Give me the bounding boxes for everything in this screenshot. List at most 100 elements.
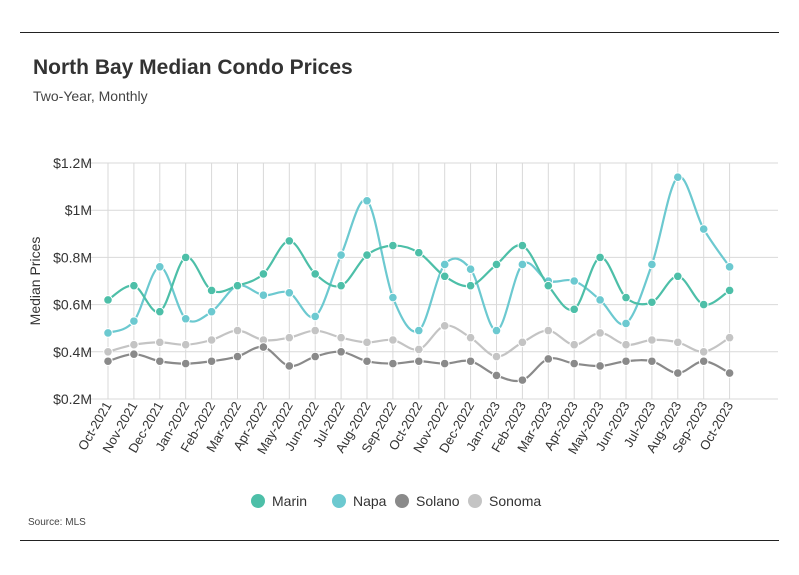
y-tick-label: $0.2M: [53, 391, 92, 407]
data-point-solano: [465, 356, 476, 367]
data-point-sonoma: [465, 332, 476, 343]
data-point-napa: [465, 264, 476, 275]
y-tick-label: $0.6M: [53, 297, 92, 313]
data-point-sonoma: [517, 337, 528, 348]
data-point-sonoma: [647, 335, 657, 345]
data-point-napa: [258, 290, 269, 300]
data-point-marin: [310, 269, 321, 279]
data-point-marin: [336, 280, 346, 291]
bottom-rule: [20, 540, 779, 541]
series-sonoma: [103, 321, 735, 362]
data-point-napa: [724, 262, 735, 272]
x-axis-ticks: Oct-2021Nov-2021Dec-2021Jan-2022Feb-2022…: [75, 399, 736, 457]
data-point-sonoma: [673, 337, 683, 348]
data-point-marin: [129, 280, 139, 291]
data-point-napa: [569, 276, 580, 286]
data-point-sonoma: [232, 325, 243, 336]
data-point-marin: [414, 247, 424, 258]
legend-item-sonoma: Sonoma: [468, 493, 541, 509]
data-point-solano: [129, 349, 139, 359]
data-point-marin: [543, 280, 554, 291]
series-marin: [103, 236, 735, 317]
legend: Marin Napa Solano Sonoma: [251, 493, 541, 509]
data-point-napa: [362, 195, 372, 206]
legend-swatch-marin: [251, 494, 265, 508]
data-point-sonoma: [414, 344, 424, 355]
data-point-solano: [595, 361, 605, 371]
data-point-sonoma: [206, 335, 217, 345]
data-point-napa: [491, 325, 502, 336]
data-point-solano: [569, 358, 580, 369]
top-rule: [20, 32, 779, 33]
chart-subtitle: Two-Year, Monthly: [33, 88, 148, 104]
data-point-solano: [206, 356, 217, 367]
data-point-sonoma: [362, 337, 372, 348]
data-point-sonoma: [491, 351, 502, 362]
data-point-marin: [517, 240, 528, 251]
data-point-marin: [232, 280, 243, 291]
data-point-napa: [206, 306, 217, 317]
data-point-napa: [595, 295, 605, 305]
data-point-napa: [647, 259, 657, 270]
data-point-marin: [388, 240, 398, 251]
data-point-sonoma: [698, 347, 709, 357]
data-point-solano: [621, 356, 631, 367]
data-point-solano: [232, 351, 243, 362]
data-point-marin: [103, 295, 113, 305]
y-axis-label: Median Prices: [27, 237, 43, 326]
data-point-marin: [362, 250, 372, 260]
data-point-marin: [647, 297, 657, 308]
legend-item-marin: Marin: [251, 493, 307, 509]
data-point-sonoma: [621, 339, 631, 350]
data-point-napa: [284, 288, 295, 298]
data-point-solano: [673, 368, 683, 378]
data-point-napa: [673, 172, 683, 182]
data-point-marin: [491, 259, 502, 270]
legend-swatch-sonoma: [468, 494, 482, 508]
series-solano: [103, 342, 735, 385]
data-point-solano: [414, 356, 424, 367]
data-point-marin: [673, 271, 683, 282]
source-note: Source: MLS: [28, 517, 86, 528]
data-point-napa: [336, 250, 346, 260]
data-point-napa: [180, 313, 191, 324]
data-point-napa: [310, 311, 321, 322]
y-tick-label: $1.2M: [53, 155, 92, 171]
data-point-solano: [103, 356, 113, 367]
data-point-solano: [155, 356, 165, 367]
data-point-sonoma: [569, 339, 580, 350]
legend-label-solano: Solano: [416, 493, 460, 509]
y-tick-label: $0.8M: [53, 249, 92, 265]
data-point-solano: [543, 354, 554, 364]
data-point-marin: [206, 285, 217, 296]
data-point-napa: [129, 316, 139, 326]
data-point-sonoma: [284, 332, 295, 343]
data-point-napa: [388, 292, 398, 303]
data-point-marin: [465, 280, 476, 291]
data-point-sonoma: [310, 325, 321, 336]
y-axis-ticks: $0.2M $0.4M $0.6M $0.8M $1M $1.2M: [53, 155, 92, 407]
data-point-sonoma: [336, 332, 346, 343]
data-point-napa: [517, 259, 528, 270]
data-point-sonoma: [724, 332, 735, 343]
data-point-napa: [439, 259, 450, 270]
data-point-solano: [310, 351, 321, 362]
data-point-sonoma: [388, 335, 398, 345]
data-point-solano: [647, 356, 657, 367]
data-point-marin: [698, 299, 709, 310]
data-point-solano: [698, 356, 709, 367]
data-point-solano: [284, 361, 295, 371]
legend-swatch-solano: [395, 494, 409, 508]
data-point-marin: [621, 292, 631, 303]
data-point-sonoma: [155, 337, 165, 348]
data-point-sonoma: [439, 321, 450, 331]
data-point-marin: [180, 252, 191, 263]
legend-item-solano: Solano: [395, 493, 460, 509]
data-point-solano: [362, 356, 372, 367]
data-point-solano: [491, 370, 502, 381]
legend-label-napa: Napa: [353, 493, 387, 509]
data-point-solano: [724, 368, 735, 378]
data-point-napa: [103, 328, 113, 338]
data-point-solano: [439, 358, 450, 369]
